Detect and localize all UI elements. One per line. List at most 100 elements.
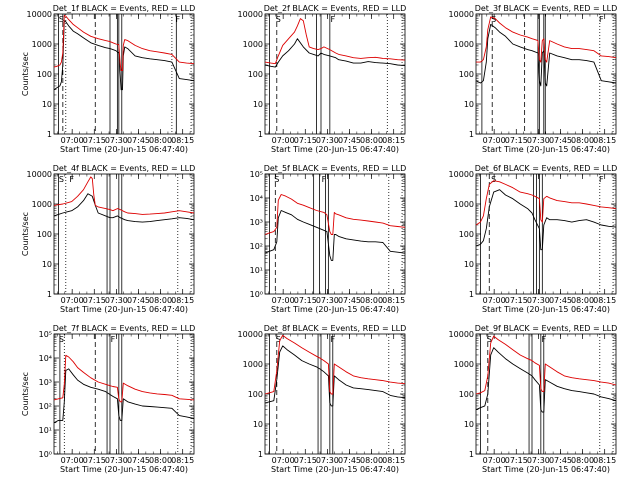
x-tick-label: 07:00 — [483, 296, 506, 305]
x-tick-label: 07:30 — [527, 296, 550, 305]
series-line-events — [53, 20, 195, 91]
y-tick-label: 10000 — [449, 170, 474, 179]
annotation-label: S — [491, 15, 496, 24]
x-tick-label: 07:30 — [105, 456, 128, 465]
x-tick-label: 07:00 — [61, 136, 84, 145]
x-tick-label: 07:30 — [105, 136, 128, 145]
y-tick-label: 1 — [469, 450, 474, 459]
annotation-label: S — [487, 335, 492, 344]
y-tick-label: 1 — [47, 130, 52, 139]
y-tick-label: 10¹ — [250, 266, 263, 275]
plot-frame — [264, 333, 406, 455]
series-line-lld — [264, 194, 406, 235]
x-tick-label: 07:15 — [83, 136, 106, 145]
series-line-lld — [53, 14, 195, 72]
x-tick-label: 07:15 — [505, 456, 528, 465]
x-tick-label: 08:15 — [171, 296, 194, 305]
annotation-label: S — [274, 175, 279, 184]
x-tick-label: 07:00 — [61, 456, 84, 465]
y-tick-label: 10¹ — [39, 426, 52, 435]
y-tick-label: 10³ — [250, 218, 263, 227]
annotation-label: F — [111, 335, 116, 344]
x-tick-label: 08:15 — [382, 136, 405, 145]
y-tick-label: 1000 — [243, 40, 263, 49]
x-tick-label: 07:15 — [294, 136, 317, 145]
x-tick-label: 07:45 — [338, 456, 361, 465]
y-tick-label: 100 — [459, 390, 474, 399]
chart-title: Det_9f BLACK = Events, RED = LLD — [475, 324, 618, 333]
x-tick-label: 08:00 — [571, 456, 594, 465]
x-tick-label: 08:00 — [149, 136, 172, 145]
x-tick-label: 08:15 — [171, 136, 194, 145]
x-axis-label: Start Time (20-Jun-15 06:47:40) — [271, 465, 399, 474]
x-tick-label: 08:15 — [593, 296, 616, 305]
x-tick-label: 07:15 — [505, 136, 528, 145]
x-tick-label: 07:15 — [505, 296, 528, 305]
series-line-events — [475, 347, 617, 413]
x-tick-label: 07:15 — [83, 296, 106, 305]
x-tick-label: 07:15 — [294, 296, 317, 305]
y-tick-label: 10000 — [27, 170, 52, 179]
x-tick-label: 08:00 — [360, 136, 383, 145]
y-tick-label: 10 — [464, 260, 474, 269]
annotation-label: F — [330, 15, 335, 24]
y-tick-label: 1000 — [454, 200, 474, 209]
x-axis-label: Start Time (20-Jun-15 06:47:40) — [60, 305, 188, 314]
y-tick-label: 100 — [37, 70, 52, 79]
chart-title: Det_1f BLACK = Events, RED = LLD — [53, 4, 196, 13]
chart-panel-3: Det_3f BLACK = Events, RED = LLD 1 10 100 10… — [449, 4, 618, 154]
x-tick-label: 07:00 — [272, 456, 295, 465]
chart-title: Det_7f BLACK = Events, RED = LLD — [53, 324, 196, 333]
x-tick-label: 07:30 — [527, 456, 550, 465]
y-tick-label: 10⁵ — [39, 330, 52, 339]
y-tick-label: 10000 — [27, 10, 52, 19]
y-tick-label: 10² — [39, 402, 52, 411]
x-tick-label: 08:00 — [149, 456, 172, 465]
x-tick-label: 07:15 — [83, 456, 106, 465]
plot-frame — [475, 13, 617, 135]
series-line-events — [53, 193, 195, 223]
y-tick-label: 1 — [469, 130, 474, 139]
y-tick-label: 10 — [464, 100, 474, 109]
y-tick-label: 10 — [253, 420, 263, 429]
annotation-label: F — [599, 175, 604, 184]
x-tick-label: 08:15 — [171, 456, 194, 465]
chart-title: Det_2f BLACK = Events, RED = LLD — [264, 4, 407, 13]
y-tick-label: 10³ — [39, 378, 52, 387]
x-axis-label: Start Time (20-Jun-15 06:47:40) — [482, 145, 610, 154]
y-tick-label: 10⁴ — [39, 354, 52, 363]
chart-panel-2: Det_2f BLACK = Events, RED = LLD 1 10 100 10… — [238, 4, 407, 154]
chart-panel-1: Det_1f BLACK = Events, RED = LLD 1 10 100 10… — [21, 4, 195, 154]
annotation-label: F — [175, 15, 180, 24]
x-tick-label: 08:15 — [593, 456, 616, 465]
y-tick-label: 10 — [42, 100, 52, 109]
x-axis-label: Start Time (20-Jun-15 06:47:40) — [60, 465, 188, 474]
plot-frame — [264, 173, 406, 295]
annotation-label: S — [276, 335, 281, 344]
annotation-label: S — [276, 15, 281, 24]
x-tick-label: 07:00 — [272, 296, 295, 305]
x-axis-label: Start Time (20-Jun-15 06:47:40) — [482, 465, 610, 474]
x-tick-label: 07:00 — [483, 456, 506, 465]
annotation-label: F — [330, 335, 335, 344]
chart-panel-8: Det_8f BLACK = Events, RED = LLD 1 10 100 10… — [238, 324, 407, 474]
annotation-label: F — [322, 175, 327, 184]
chart-panel-6: Det_6f BLACK = Events, RED = LLD 1 10 100 10… — [449, 164, 618, 314]
x-tick-label: 07:45 — [338, 296, 361, 305]
x-tick-label: 07:30 — [316, 456, 339, 465]
y-tick-label: 10 — [42, 260, 52, 269]
chart-title: Det_3f BLACK = Events, RED = LLD — [475, 4, 618, 13]
chart-panel-9: Det_9f BLACK = Events, RED = LLD 1 10 100 10… — [449, 324, 618, 474]
y-tick-label: 1 — [258, 450, 263, 459]
series-line-events — [475, 23, 617, 87]
y-tick-label: 10 — [464, 420, 474, 429]
x-tick-label: 07:30 — [316, 296, 339, 305]
series-line-lld — [264, 18, 406, 65]
series-line-lld — [53, 176, 195, 215]
x-axis-label: Start Time (20-Jun-15 06:47:40) — [60, 145, 188, 154]
x-tick-label: 08:00 — [149, 296, 172, 305]
annotation-label: S — [491, 175, 496, 184]
x-tick-label: 07:45 — [549, 296, 572, 305]
x-tick-label: 07:15 — [294, 456, 317, 465]
